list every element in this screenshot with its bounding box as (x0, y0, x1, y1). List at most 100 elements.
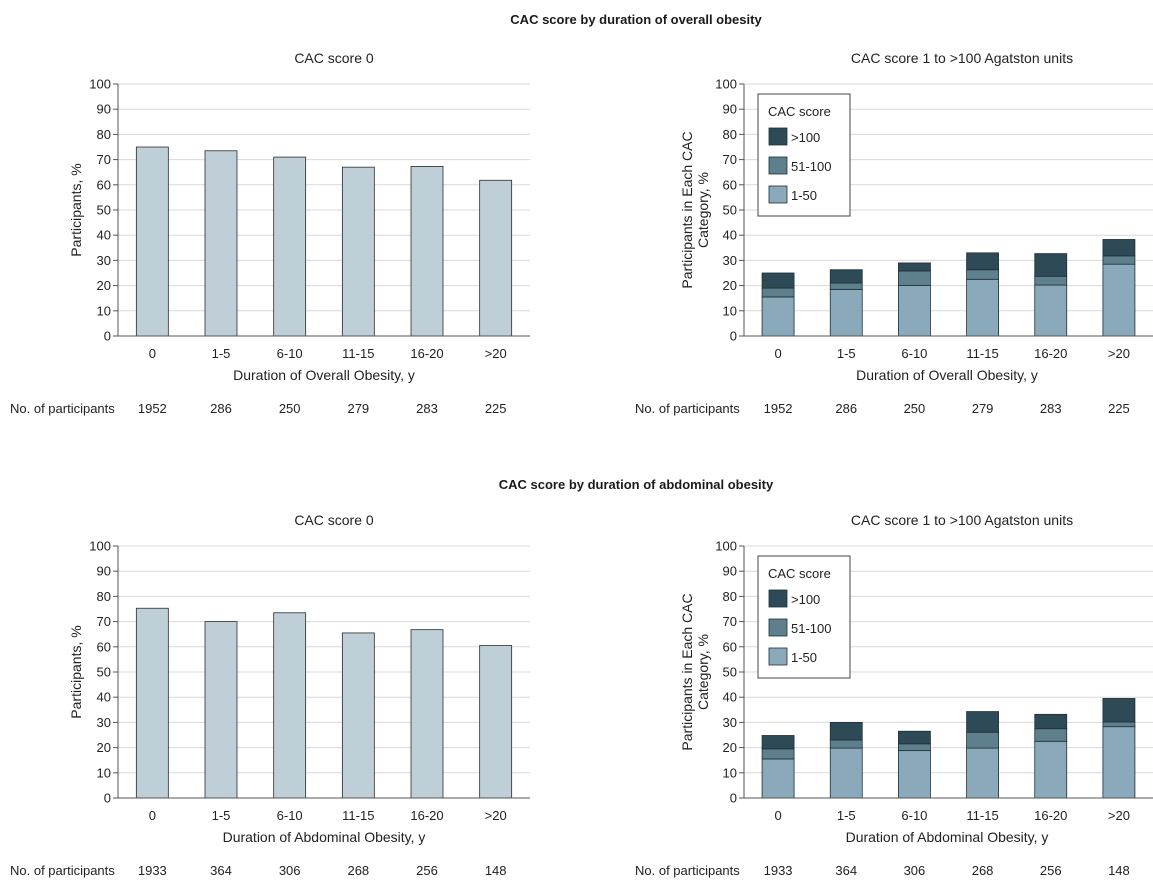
chart-panel-3: CAC score 0 0 10 20 30 40 50 60 70 80 90 100 0 1-5 6-1… (10, 512, 530, 878)
participants-count: 225 (1108, 401, 1130, 416)
x-tick-label: 6-10 (277, 346, 303, 361)
y-tick-label: 50 (97, 203, 111, 218)
bar-segment-gt100 (1034, 713, 1068, 730)
y-tick-label: 70 (97, 614, 111, 629)
legend-entry: >100 (791, 130, 820, 145)
legend-swatch (768, 647, 788, 666)
legend-title: CAC score (768, 104, 831, 119)
participants-count: 286 (835, 401, 857, 416)
y-tick-label: 60 (97, 639, 111, 654)
bar (204, 621, 238, 799)
x-tick-label: 11-15 (966, 808, 998, 823)
x-tick-label: 1-5 (212, 346, 231, 361)
legend-swatch (768, 185, 788, 204)
x-tick-label: >20 (1108, 346, 1130, 361)
x-tick-label: 16-20 (1034, 346, 1067, 361)
y-tick-label: 10 (723, 765, 737, 780)
participants-count: 286 (210, 401, 232, 416)
x-axis-label: Duration of Overall Obesity, y (233, 367, 415, 383)
bar-segment-gt100 (761, 735, 795, 750)
y-tick-label: 10 (97, 765, 111, 780)
bar-segment-gt100 (1102, 239, 1136, 257)
section-title: CAC score by duration of overall obesity (510, 12, 762, 27)
participants-row-label: No. of participants (10, 863, 115, 878)
bar-segment-1-50 (966, 747, 999, 799)
bar (273, 612, 307, 799)
y-tick-label: 20 (97, 740, 111, 755)
y-tick-label: 50 (97, 665, 111, 680)
bar-segment-gt100 (1102, 698, 1136, 723)
y-axis-label: Participants in Each CACCategory, % (679, 593, 711, 750)
y-tick-label: 0 (730, 329, 737, 344)
y-tick-label: 70 (97, 152, 111, 167)
x-tick-label: >20 (485, 346, 507, 361)
x-tick-label: 0 (149, 808, 156, 823)
panel-title: CAC score 0 (294, 512, 374, 528)
x-tick-label: 1-5 (212, 808, 231, 823)
bar (341, 166, 375, 337)
bar-segment-51-100 (1034, 275, 1068, 286)
bar-segment-1-50 (1034, 284, 1068, 337)
y-tick-label: 80 (97, 127, 111, 142)
legend-entry: >100 (791, 592, 820, 607)
bar (273, 156, 307, 337)
y-tick-label: 60 (97, 177, 111, 192)
bar-segment-1-50 (1034, 740, 1068, 799)
bar-segment-1-50 (898, 750, 931, 799)
y-tick-label: 80 (723, 127, 737, 142)
y-tick-label: 30 (723, 253, 737, 268)
bar-segment-51-100 (761, 287, 795, 298)
bar-segment-gt100 (966, 711, 999, 733)
bar-segment-51-100 (966, 731, 999, 749)
x-tick-label: 6-10 (277, 808, 303, 823)
legend-entry: 1-50 (791, 188, 817, 203)
y-axis-label-line: Category, % (695, 634, 711, 710)
bar-segment-51-100 (898, 743, 931, 752)
y-tick-label: 100 (715, 77, 737, 92)
y-tick-label: 100 (89, 77, 111, 92)
y-axis-label: Participants, % (68, 625, 84, 718)
y-tick-label: 10 (723, 303, 737, 318)
participants-count: 1952 (138, 401, 167, 416)
y-tick-label: 50 (723, 203, 737, 218)
participants-count: 256 (1040, 863, 1062, 878)
participants-count: 1933 (138, 863, 167, 878)
bar-segment-gt100 (829, 722, 863, 741)
bar-segment-gt100 (1034, 253, 1068, 277)
bar-segment-1-50 (761, 296, 795, 337)
x-tick-label: 1-5 (837, 346, 856, 361)
y-tick-label: 100 (89, 539, 111, 554)
y-tick-label: 90 (97, 102, 111, 117)
bar-segment-1-50 (1102, 263, 1136, 337)
y-tick-label: 40 (97, 690, 111, 705)
bar-segment-gt100 (761, 272, 795, 289)
y-tick-label: 100 (715, 539, 737, 554)
legend-entry: 51-100 (791, 621, 831, 636)
y-tick-label: 0 (104, 791, 111, 806)
y-tick-label: 40 (723, 228, 737, 243)
bar-segment-gt100 (898, 262, 931, 272)
y-tick-label: 70 (723, 152, 737, 167)
panel-title: CAC score 1 to >100 Agatston units (851, 50, 1073, 66)
y-tick-label: 30 (97, 253, 111, 268)
participants-count: 283 (416, 401, 438, 416)
x-tick-label: 1-5 (837, 808, 856, 823)
x-tick-label: 16-20 (410, 808, 443, 823)
y-tick-label: 40 (97, 228, 111, 243)
bar-segment-1-50 (1102, 726, 1136, 799)
x-tick-label: 16-20 (1034, 808, 1067, 823)
chart-panel-1: CAC score 0 0 10 20 30 40 50 60 70 80 90 100 0 1-5 6-1… (10, 50, 530, 416)
y-tick-label: 20 (97, 278, 111, 293)
section-title: CAC score by duration of abdominal obesi… (499, 477, 774, 492)
y-tick-label: 60 (723, 639, 737, 654)
participants-count: 225 (485, 401, 507, 416)
bar-segment-1-50 (829, 747, 863, 799)
bar-segment-1-50 (966, 278, 999, 337)
bar-segment-1-50 (829, 288, 863, 337)
panel-title: CAC score 0 (294, 50, 374, 66)
participants-count: 1933 (764, 863, 793, 878)
participants-row-label: No. of participants (635, 863, 740, 878)
y-tick-label: 90 (723, 564, 737, 579)
x-tick-label: 6-10 (901, 808, 927, 823)
legend: CAC score >100 51-100 1-50 (757, 93, 851, 217)
